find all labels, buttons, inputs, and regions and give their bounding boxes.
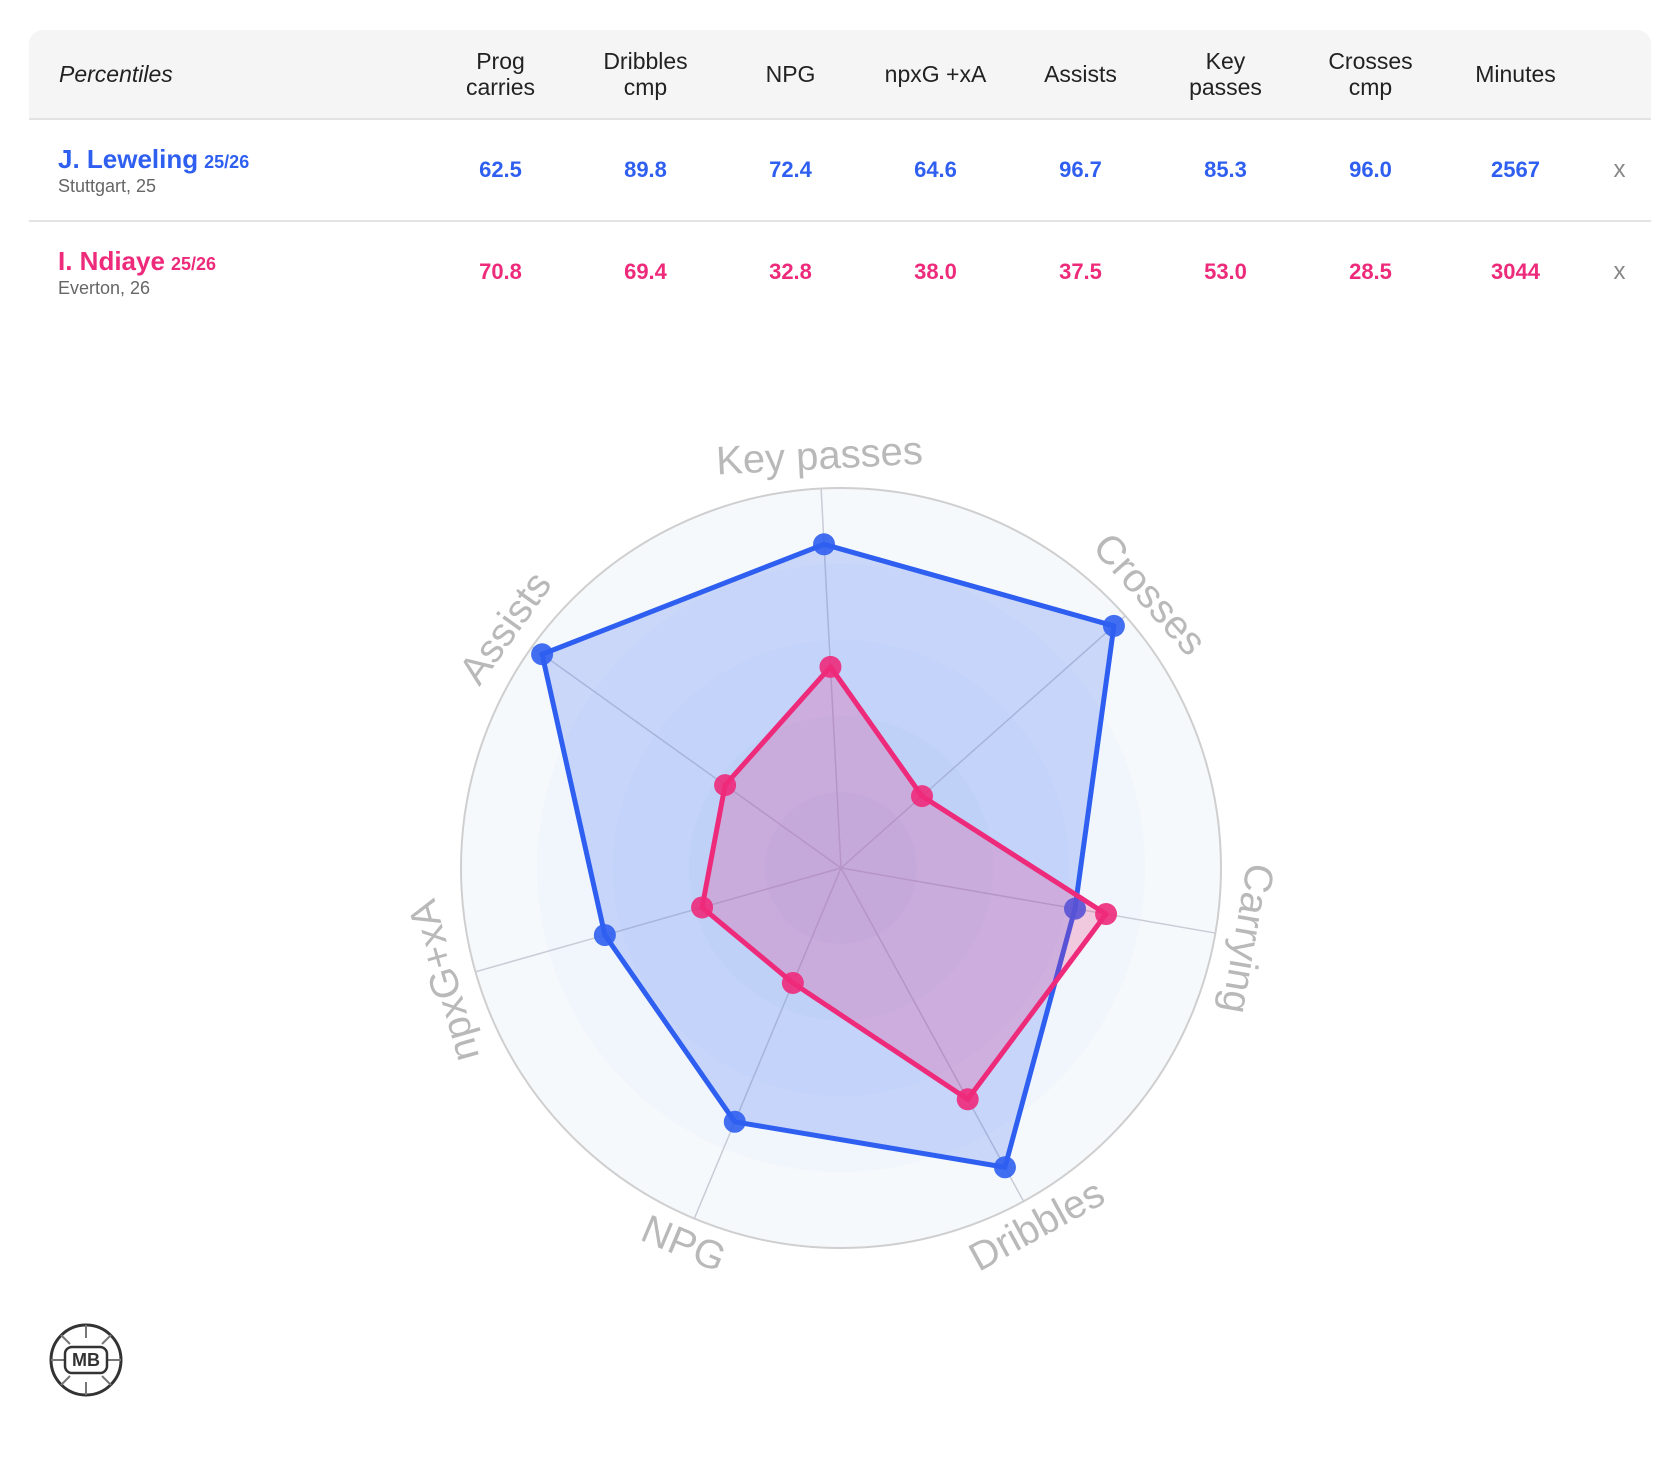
remove-button[interactable]: x bbox=[1613, 156, 1626, 183]
column-header-line: cmp bbox=[623, 74, 668, 100]
series-point bbox=[593, 924, 616, 947]
percentile-table: Percentiles Prog carries Dribbles cmp NPG npxG… bbox=[29, 30, 1651, 322]
table-header: Percentiles Prog carries Dribbles cmp NPG npxG… bbox=[29, 30, 1651, 120]
remove-button[interactable]: x bbox=[1613, 258, 1626, 285]
player-info: Everton, 26 bbox=[58, 277, 151, 298]
column-header: NPG bbox=[718, 61, 863, 87]
axis-line bbox=[475, 867, 842, 973]
column-header-line: Dribbles bbox=[603, 48, 688, 74]
axis-label: Key passes bbox=[715, 429, 924, 484]
column-header-line: Assists bbox=[1044, 61, 1117, 87]
column-header-line: Prog bbox=[476, 48, 525, 74]
axis-line bbox=[840, 867, 1216, 934]
column-header-line: Crosses bbox=[1328, 48, 1413, 74]
series-point bbox=[993, 1156, 1016, 1179]
stat-value: 85.3 bbox=[1204, 157, 1247, 182]
stat-value: 96.0 bbox=[1349, 157, 1392, 182]
column-header-line: npxG +xA bbox=[884, 61, 987, 87]
axis-line bbox=[840, 615, 1126, 869]
header-title: Percentiles bbox=[59, 60, 173, 87]
column-header: Dribbles cmp bbox=[573, 48, 718, 100]
series-point bbox=[819, 655, 842, 678]
logo-text: MB bbox=[72, 1350, 100, 1370]
series-point bbox=[956, 1088, 979, 1111]
stat-value: 72.4 bbox=[769, 157, 812, 182]
player-cell: J. Leweling 25/26 Stuttgart, 25 bbox=[29, 144, 428, 197]
stat-value: 70.8 bbox=[479, 259, 522, 284]
stat-value: 69.4 bbox=[624, 259, 667, 284]
player-name-line: I. Ndiaye 25/26 bbox=[58, 246, 428, 277]
column-header: Assists bbox=[1008, 61, 1153, 87]
stat-value: 38.0 bbox=[914, 259, 957, 284]
player-name-line: J. Leweling 25/26 bbox=[58, 144, 428, 175]
series-point bbox=[781, 971, 804, 994]
series-area bbox=[699, 664, 1109, 1102]
series-point bbox=[1102, 614, 1125, 637]
column-header-line: Key bbox=[1205, 48, 1246, 74]
player-name: I. Ndiaye bbox=[58, 245, 165, 276]
player-row: I. Ndiaye 25/26 Everton, 26 70.8 69.4 32.8 38.… bbox=[29, 222, 1651, 322]
series-point bbox=[723, 1110, 746, 1133]
series-point bbox=[1063, 897, 1086, 920]
player-season: 25/26 bbox=[170, 253, 216, 274]
column-header-line: cmp bbox=[1348, 74, 1393, 100]
axis-line bbox=[693, 867, 842, 1219]
column-header-line: carries bbox=[465, 74, 535, 100]
stat-value: 2567 bbox=[1491, 157, 1540, 182]
series-point bbox=[531, 643, 554, 666]
column-header: Minutes bbox=[1443, 61, 1588, 87]
column-header: Key passes bbox=[1153, 48, 1298, 100]
series-point bbox=[714, 774, 737, 797]
stat-value: 28.5 bbox=[1349, 259, 1392, 284]
column-header-line: Minutes bbox=[1475, 61, 1556, 87]
stat-value: 32.8 bbox=[769, 259, 812, 284]
column-header-line: NPG bbox=[765, 61, 816, 87]
stat-value: 96.7 bbox=[1059, 157, 1102, 182]
series-point bbox=[911, 785, 934, 808]
stat-value: 37.5 bbox=[1059, 259, 1102, 284]
axis-line bbox=[840, 867, 1025, 1202]
column-header: Prog carries bbox=[428, 48, 573, 100]
stat-value: 89.8 bbox=[624, 157, 667, 182]
stat-value: 3044 bbox=[1491, 259, 1540, 284]
player-cell: I. Ndiaye 25/26 Everton, 26 bbox=[29, 246, 428, 299]
column-header-line: passes bbox=[1189, 74, 1262, 100]
series-point bbox=[691, 896, 714, 919]
player-name: J. Leweling bbox=[58, 143, 199, 174]
axis-label: Carrying bbox=[1213, 860, 1282, 1016]
column-header: Crosses cmp bbox=[1298, 48, 1443, 100]
axis-line bbox=[531, 646, 842, 869]
stat-value: 53.0 bbox=[1204, 259, 1247, 284]
stat-value: 64.6 bbox=[914, 157, 957, 182]
player-info: Stuttgart, 25 bbox=[58, 175, 157, 196]
series-point bbox=[1095, 903, 1118, 926]
series-area bbox=[539, 541, 1117, 1170]
series-point bbox=[813, 533, 836, 556]
stat-value: 62.5 bbox=[479, 157, 522, 182]
player-season: 25/26 bbox=[204, 151, 250, 172]
logo: MB bbox=[49, 1323, 123, 1397]
player-row: J. Leweling 25/26 Stuttgart, 25 62.5 89.8 72.… bbox=[29, 120, 1651, 222]
column-header: npxG +xA bbox=[863, 61, 1008, 87]
